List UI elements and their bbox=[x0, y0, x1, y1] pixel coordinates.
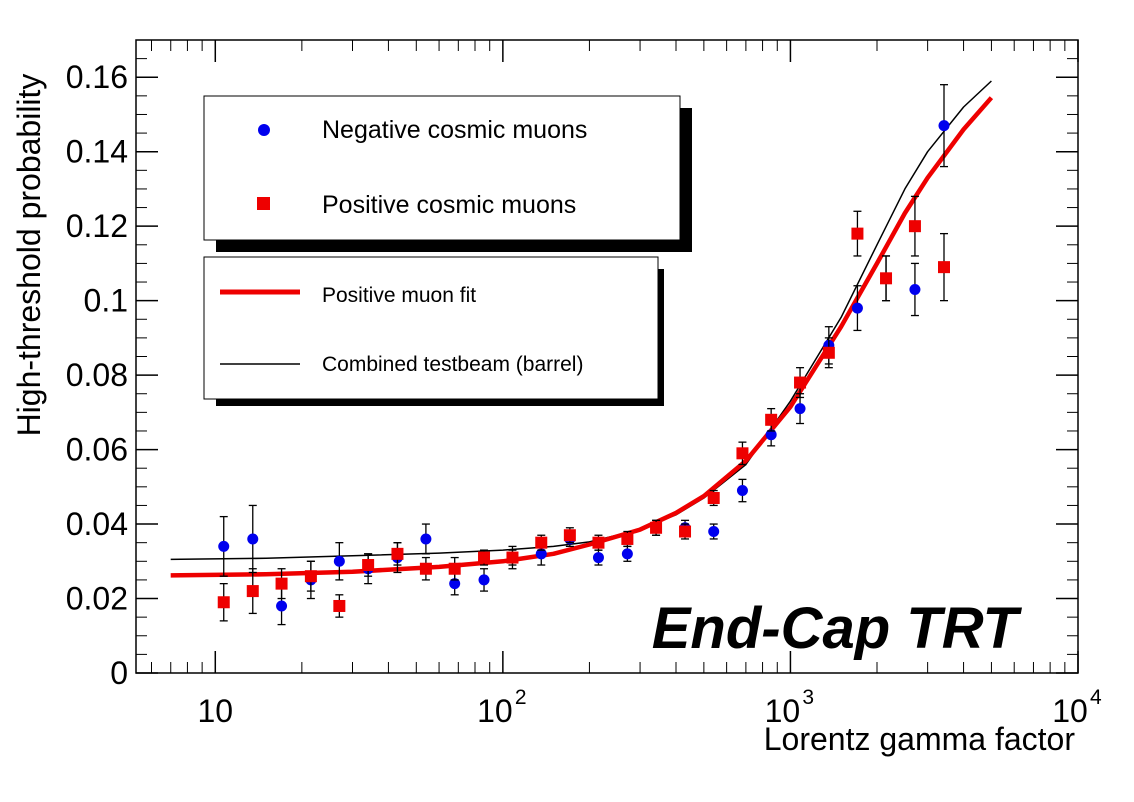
positive-muon-point bbox=[707, 491, 720, 504]
legend-label-testbeam: Combined testbeam (barrel) bbox=[322, 353, 583, 376]
negative-muon-point bbox=[708, 526, 720, 538]
y-tick-label: 0.02 bbox=[66, 581, 128, 617]
negative-muon-point bbox=[535, 548, 547, 560]
positive-muon-point bbox=[736, 447, 749, 460]
y-tick-label: 0.1 bbox=[84, 283, 128, 319]
negative-muon-point bbox=[218, 540, 230, 552]
negative-muon-point bbox=[621, 548, 633, 560]
negative-muon-point bbox=[449, 578, 461, 590]
positive-muon-point bbox=[217, 596, 230, 609]
positive-muon-point bbox=[506, 551, 519, 564]
y-tick-label: 0 bbox=[110, 655, 128, 691]
positive-muon-point bbox=[908, 220, 921, 233]
x-tick-label: 10 bbox=[1052, 693, 1088, 729]
positive-muon-point bbox=[304, 570, 317, 583]
negative-muon-point bbox=[794, 403, 806, 415]
legend-lines: Positive muon fit Combined testbeam (bar… bbox=[203, 256, 664, 406]
positive-muon-point bbox=[419, 562, 432, 575]
legend-label-positive-fit: Positive muon fit bbox=[322, 284, 476, 307]
x-tick-exponent: 2 bbox=[515, 686, 527, 709]
positive-muon-point bbox=[448, 562, 461, 575]
positive-muon-point bbox=[851, 227, 864, 240]
negative-muon-point bbox=[247, 533, 259, 545]
positive-muon-point bbox=[246, 585, 259, 598]
legend-markers-box bbox=[203, 95, 681, 241]
legend-label-positive-muons: Positive cosmic muons bbox=[322, 191, 576, 219]
end-cap-trt-annotation: End-Cap TRT bbox=[652, 596, 1023, 661]
negative-muon-point bbox=[592, 552, 604, 564]
negative-muon-point bbox=[276, 600, 288, 612]
y-tick-label: 0.14 bbox=[66, 134, 128, 170]
positive-muon-point bbox=[621, 532, 634, 545]
negative-muon-point bbox=[909, 283, 921, 295]
y-tick-label: 0.12 bbox=[66, 208, 128, 244]
y-axis-title: High-threshold probability bbox=[11, 74, 47, 437]
x-axis: 10 10 2 10 3 10 4 bbox=[150, 40, 1102, 729]
y-tick-label: 0.08 bbox=[66, 357, 128, 393]
positive-muon-point bbox=[822, 346, 835, 359]
positive-muon-point bbox=[794, 376, 807, 389]
positive-muon-point bbox=[362, 559, 375, 572]
positive-muon-point bbox=[592, 536, 605, 549]
y-tick-label: 0.04 bbox=[66, 506, 128, 542]
negative-muon-point bbox=[478, 574, 490, 586]
x-tick-exponent: 4 bbox=[1090, 686, 1102, 709]
legend-circle-icon bbox=[258, 124, 270, 136]
positive-muon-point bbox=[333, 599, 346, 612]
positive-muon-point bbox=[679, 525, 692, 538]
positive-muon-point bbox=[650, 521, 663, 534]
legend-label-negative-muons: Negative cosmic muons bbox=[322, 116, 587, 144]
positive-muon-point bbox=[937, 261, 950, 274]
positive-muon-point bbox=[535, 536, 548, 549]
legend-markers: Negative cosmic muons Positive cosmic mu… bbox=[203, 95, 692, 252]
positive-muon-point bbox=[563, 529, 576, 542]
x-tick-label: 10 bbox=[765, 693, 801, 729]
positive-muon-point bbox=[765, 413, 778, 426]
y-axis: 0 0.02 0.04 0.06 0.08 0.1 0.12 0.14 0.16 bbox=[66, 39, 1078, 691]
x-tick-label: 10 bbox=[477, 693, 513, 729]
y-tick-label: 0.06 bbox=[66, 432, 128, 468]
negative-muon-point bbox=[765, 429, 777, 441]
legend-lines-box bbox=[203, 256, 659, 400]
negative-muon-point bbox=[420, 533, 432, 545]
negative-muon-point bbox=[851, 302, 863, 314]
positive-muon-point bbox=[880, 272, 893, 285]
x-tick-exponent: 3 bbox=[802, 686, 814, 709]
positive-muon-point bbox=[275, 577, 288, 590]
positive-muon-point bbox=[478, 551, 491, 564]
negative-muon-point bbox=[938, 120, 950, 132]
legend-square-icon bbox=[257, 197, 270, 210]
y-tick-label: 0.16 bbox=[66, 59, 128, 95]
x-tick-label: 10 bbox=[197, 693, 233, 729]
data-points bbox=[217, 84, 950, 626]
positive-muon-point bbox=[391, 547, 404, 560]
x-axis-title: Lorentz gamma factor bbox=[764, 721, 1076, 757]
negative-muon-point bbox=[736, 485, 748, 497]
negative-muon-point bbox=[333, 555, 345, 567]
